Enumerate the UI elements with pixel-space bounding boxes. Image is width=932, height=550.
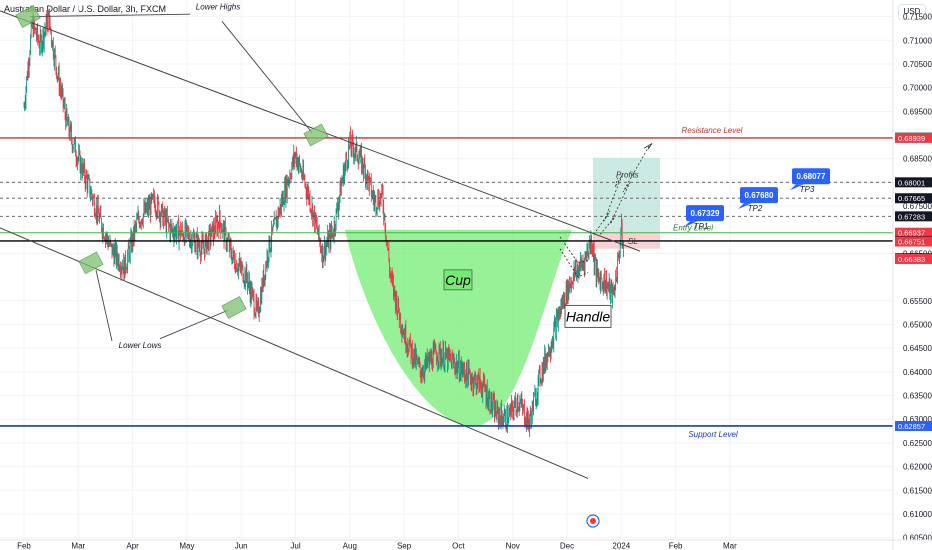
price-tag-label: 0.62857 (898, 422, 925, 431)
price-layer (23, 8, 624, 437)
target-callout-pointer (790, 184, 804, 191)
projection-arrow-1 (593, 175, 623, 235)
time-tick-label: Feb (669, 542, 683, 550)
price-tag (895, 236, 932, 247)
tp-label: TP1 (694, 222, 709, 231)
lower-highs-pointer-1 (29, 13, 191, 18)
price-tag (895, 132, 932, 143)
price-tick-label: 0.70500 (903, 60, 932, 69)
target-callout-value: 0.67329 (691, 209, 720, 218)
projection-arrow-2 (599, 144, 651, 235)
lower-trendline (0, 227, 589, 479)
tp-label: TP2 (748, 204, 763, 213)
time-tick-label: Feb (17, 542, 31, 550)
price-tick-label: 0.61500 (903, 486, 932, 495)
target-callout (792, 168, 830, 185)
time-tick-label: Apr (126, 542, 139, 550)
time-tick-label: 2024 (612, 542, 630, 550)
cup-label: Cup (445, 272, 471, 288)
price-tag (895, 193, 932, 204)
time-tick-label: Jun (235, 542, 248, 550)
projection-arrowhead (643, 143, 653, 150)
price-tick-label: 0.61000 (903, 510, 932, 519)
time-tick-label: Jul (290, 542, 300, 550)
lower-lows-label: Lower Lows (119, 341, 162, 350)
price-tick-label: 0.62000 (903, 463, 932, 472)
price-tick-label: 0.69500 (903, 107, 932, 116)
support-label: Support Level (688, 430, 738, 439)
price-tick-label: 0.64500 (903, 344, 932, 353)
time-tick-label: Nov (506, 542, 520, 550)
price-tick-label: 0.60500 (903, 534, 932, 543)
price-tag (895, 211, 932, 222)
price-tag-label: 0.67665 (898, 194, 925, 203)
time-tick-label: Oct (452, 542, 465, 550)
price-tick-label: 0.67500 (903, 202, 932, 211)
price-tick-label: 0.62500 (903, 439, 932, 448)
sl-label: SL (628, 237, 638, 246)
pivot-marker (221, 296, 247, 319)
tp-label: TP3 (800, 185, 815, 194)
lower-lows-pointer-2 (159, 309, 229, 340)
pivot-marker (303, 123, 329, 147)
price-axis[interactable]: 0.71500 0.71000 0.70500 0.70000 0.69500 0.685… (892, 0, 932, 550)
cup-label-box (443, 269, 473, 291)
target-callout (686, 205, 724, 222)
pivot-marker (78, 251, 104, 275)
currency-selector[interactable]: USD (898, 4, 926, 20)
price-tick-label: 0.65500 (903, 297, 932, 306)
resistance-label: Resistance Level (682, 126, 743, 135)
lower-lows-pointer-1 (95, 269, 113, 342)
profits-label: Profits (616, 171, 639, 180)
time-tick-label: Mar (723, 542, 737, 550)
target-callout-value: 0.67680 (745, 191, 774, 200)
time-tick-label: May (179, 542, 194, 550)
symbol-title: Australian Dollar / U.S. Dollar, 3h, FXC… (4, 4, 167, 14)
price-tick-label: 0.71500 (903, 13, 932, 22)
time-tick-label: Sep (397, 542, 412, 550)
price-tick-label: 0.65000 (903, 320, 932, 329)
event-icon-dot (590, 518, 596, 524)
entry-label: Entry Level (673, 224, 713, 233)
time-tick-label: Aug (343, 542, 357, 550)
handle-label-box (564, 304, 612, 328)
price-tag (895, 420, 932, 431)
time-axis[interactable]: Feb Mar Apr May Jun Jul Aug Sep Oct Nov Dec 2024 Feb… (0, 539, 932, 550)
price-tick-label: 0.63000 (903, 415, 932, 424)
price-tick-label: 0.68500 (903, 155, 932, 164)
price-tag-label: 0.68001 (898, 178, 925, 187)
handle-channel-lower (559, 248, 589, 278)
target-callout-value: 0.68077 (797, 172, 826, 181)
target-callout (740, 187, 778, 204)
price-tag-label: 0.66383 (898, 255, 925, 264)
pivot-marker (15, 5, 41, 28)
price-tick-label: 0.64000 (903, 368, 932, 377)
price-tag (895, 253, 932, 264)
price-tag-label: 0.66937 (898, 229, 925, 238)
price-tag-label: 0.66751 (898, 238, 925, 247)
lower-highs-label: Lower Highs (196, 2, 240, 11)
target-callout-pointer (738, 203, 752, 210)
price-tag-label: 0.68939 (898, 134, 925, 143)
price-tag-label: 0.67283 (898, 212, 925, 221)
price-tag (895, 177, 932, 188)
cup-pattern-shape (345, 229, 572, 427)
grid-layer (0, 0, 893, 540)
annotations-layer: Resistance Level Support Level Entry Level… (119, 2, 830, 528)
price-tick-label: 0.70000 (903, 84, 932, 93)
handle-label: Handle (566, 308, 611, 324)
profit-zone (593, 157, 660, 233)
time-tick-label: Mar (71, 542, 85, 550)
lower-highs-pointer-2 (221, 21, 313, 133)
price-tick-label: 0.63500 (903, 392, 932, 401)
time-tick-label: Dec (560, 542, 574, 550)
price-tick-label: 0.71000 (903, 36, 932, 45)
target-callout-pointer (684, 221, 698, 228)
